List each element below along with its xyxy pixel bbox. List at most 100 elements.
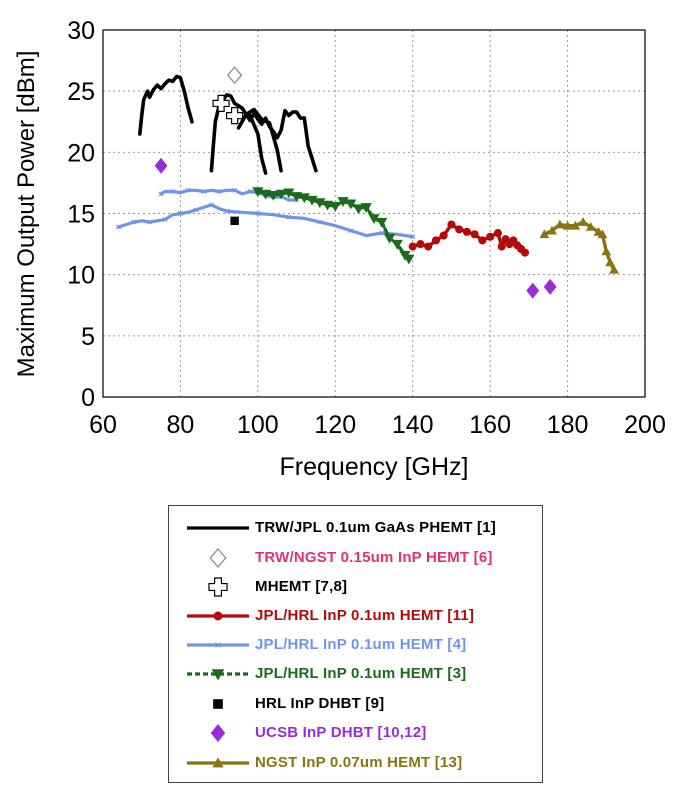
series-line — [236, 107, 283, 173]
data-point — [470, 230, 479, 239]
data-point — [283, 188, 295, 199]
x-tick-label: 160 — [469, 411, 511, 439]
legend-marker — [211, 669, 225, 681]
legend-label: TRW/JPL 0.1um GaAs PHEMT [1] — [255, 519, 496, 536]
legend-symbol — [187, 642, 249, 648]
data-point — [478, 236, 487, 245]
x-tick-labels: 60 80 100 120 140 160 180 200 — [89, 411, 666, 439]
grid — [103, 30, 645, 397]
data-point — [597, 229, 608, 239]
legend-label: MHEMT [7,8] — [255, 578, 348, 595]
data-point — [230, 216, 239, 226]
data-point — [158, 191, 164, 197]
x-axis-label: Frequency [GHz] — [280, 453, 469, 481]
data-point — [554, 219, 565, 229]
data-point — [376, 217, 388, 228]
data-point — [329, 201, 341, 212]
legend-marker — [210, 724, 226, 742]
data-point — [585, 222, 596, 231]
y-tick-label: 30 — [67, 17, 95, 45]
x-tick-label: 200 — [624, 411, 666, 439]
data-point — [368, 214, 380, 224]
data-point — [290, 192, 303, 202]
data-point — [212, 94, 230, 112]
legend-label: JPL/HRL InP 0.1um HEMT [11] — [255, 607, 475, 624]
data-point — [439, 231, 448, 240]
data-point — [154, 157, 168, 174]
data-point — [391, 239, 403, 250]
series-line — [116, 203, 415, 239]
data-point — [162, 217, 168, 223]
legend-item: NGST InP 0.07um HEMT [13] — [169, 748, 542, 778]
series-6 — [230, 216, 239, 226]
y-tick-label: 10 — [67, 262, 95, 290]
legend-marker — [208, 577, 228, 597]
legend-symbol — [208, 577, 228, 597]
data-point — [286, 214, 292, 220]
data-point — [185, 187, 191, 193]
data-point — [403, 254, 415, 265]
data-point — [493, 229, 502, 238]
legend-marker — [213, 699, 223, 709]
legend-item: TRW/JPL 0.1um GaAs PHEMT [1] — [169, 513, 542, 543]
x-tick-label: 60 — [89, 411, 117, 439]
data-point — [226, 66, 243, 85]
legend-symbol — [209, 547, 227, 569]
data-point — [605, 257, 616, 267]
plot-area-frame — [102, 29, 646, 398]
series-line — [248, 113, 268, 175]
series-line — [209, 93, 318, 173]
legend-label: HRL InP DHBT [9] — [255, 695, 385, 712]
data-point — [601, 246, 612, 256]
legend-symbol — [213, 699, 223, 709]
data-point — [447, 220, 456, 229]
y-tick-label: 5 — [81, 323, 95, 351]
y-tick-label: 15 — [67, 201, 95, 229]
legend-item: JPL/HRL InP 0.1um HEMT [3] — [169, 659, 542, 689]
data-point — [352, 204, 365, 215]
legend-symbol — [210, 724, 226, 742]
legend-marker — [209, 547, 227, 569]
legend-item: JPL/HRL InP 0.1um HEMT [11] — [169, 601, 542, 631]
legend-symbol — [187, 757, 249, 768]
data-point — [416, 240, 425, 249]
data-point — [216, 189, 222, 194]
data-point — [431, 236, 440, 245]
data-point — [147, 219, 152, 225]
data-point — [131, 219, 137, 225]
legend-label: JPL/HRL InP 0.1um HEMT [3] — [255, 665, 467, 682]
series-2 — [212, 94, 244, 125]
legend-item: TRW/NGST 0.15um InP HEMT [6] — [169, 543, 542, 573]
data-point — [543, 278, 557, 295]
data-point — [321, 200, 334, 211]
data-point — [317, 219, 323, 225]
data-point — [267, 190, 279, 201]
legend-item: UCSB InP DHBT [10,12] — [169, 718, 542, 748]
data-point — [497, 242, 506, 251]
data-point — [570, 220, 581, 230]
data-point — [345, 199, 357, 210]
data-point — [260, 189, 272, 200]
data-point — [208, 202, 214, 208]
y-tick-label: 0 — [81, 384, 95, 412]
legend-marker — [213, 611, 223, 621]
x-tick-label: 120 — [314, 411, 356, 439]
x-tick-label: 80 — [167, 411, 195, 439]
series-1 — [226, 66, 243, 85]
x-tick-label: 180 — [547, 411, 589, 439]
data-point — [201, 189, 207, 194]
series-7 — [154, 157, 557, 299]
y-tick-label: 20 — [67, 139, 95, 167]
series-layer — [116, 66, 619, 299]
x-tick-label: 140 — [392, 411, 434, 439]
chart: 60 80 100 120 140 160 180 200 0 5 10 15 20 25 30 Freq… — [13, 17, 666, 481]
data-point — [232, 187, 238, 193]
series-8 — [539, 217, 619, 274]
legend-symbol — [187, 611, 249, 621]
data-point — [383, 233, 396, 244]
data-point — [424, 242, 433, 251]
legend-marker — [215, 642, 221, 648]
data-point — [275, 189, 287, 200]
data-point — [116, 224, 121, 230]
data-point — [224, 208, 230, 214]
